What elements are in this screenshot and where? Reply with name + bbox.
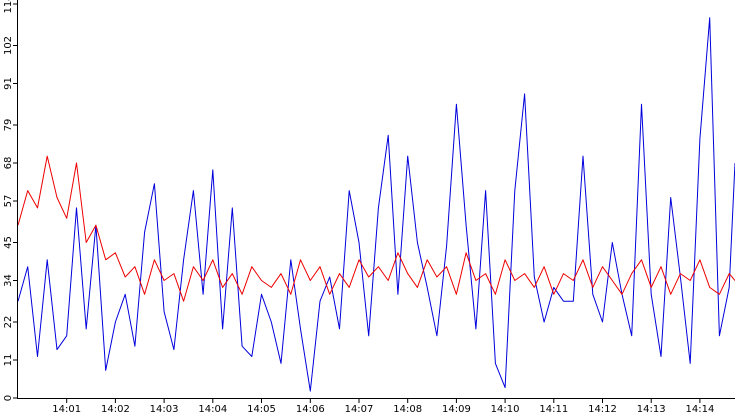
y-tick-label: 0 bbox=[3, 395, 14, 401]
x-tick-label: 14:04 bbox=[198, 404, 227, 415]
y-tick-label: 114 bbox=[3, 0, 14, 14]
x-axis-ticks: 14:01 14:02 14:03 14:04 14:05 14:06 14:07 14:08… bbox=[52, 398, 714, 415]
x-tick-label: 14:11 bbox=[539, 404, 568, 415]
x-tick-label: 14:02 bbox=[101, 404, 130, 415]
series-layer bbox=[17, 17, 735, 392]
x-tick-label: 14:06 bbox=[296, 404, 325, 415]
y-tick-label: 91 bbox=[3, 77, 14, 90]
x-tick-label: 14:14 bbox=[685, 404, 714, 415]
series-line-1 bbox=[17, 17, 735, 392]
y-axis-ticks: 0 11 22 34 45 57 68 79 91 102 114 bbox=[3, 0, 18, 401]
y-tick-label: 11 bbox=[3, 354, 14, 367]
y-tick-label: 22 bbox=[3, 316, 14, 329]
x-tick-label: 14:05 bbox=[247, 404, 276, 415]
y-tick-label: 79 bbox=[3, 119, 14, 132]
x-tick-label: 14:10 bbox=[491, 404, 520, 415]
x-tick-label: 14:01 bbox=[52, 404, 81, 415]
y-tick-label: 45 bbox=[3, 236, 14, 249]
y-tick-label: 68 bbox=[3, 157, 14, 170]
y-tick-label: 57 bbox=[3, 195, 14, 208]
x-tick-label: 14:08 bbox=[393, 404, 422, 415]
x-tick-label: 14:03 bbox=[150, 404, 179, 415]
x-tick-label: 14:13 bbox=[637, 404, 666, 415]
x-tick-label: 14:12 bbox=[588, 404, 617, 415]
y-tick-label: 102 bbox=[3, 36, 14, 55]
series-line-2 bbox=[17, 155, 735, 302]
x-tick-label: 14:09 bbox=[442, 404, 471, 415]
y-tick-label: 34 bbox=[3, 274, 14, 287]
x-tick-label: 14:07 bbox=[345, 404, 374, 415]
